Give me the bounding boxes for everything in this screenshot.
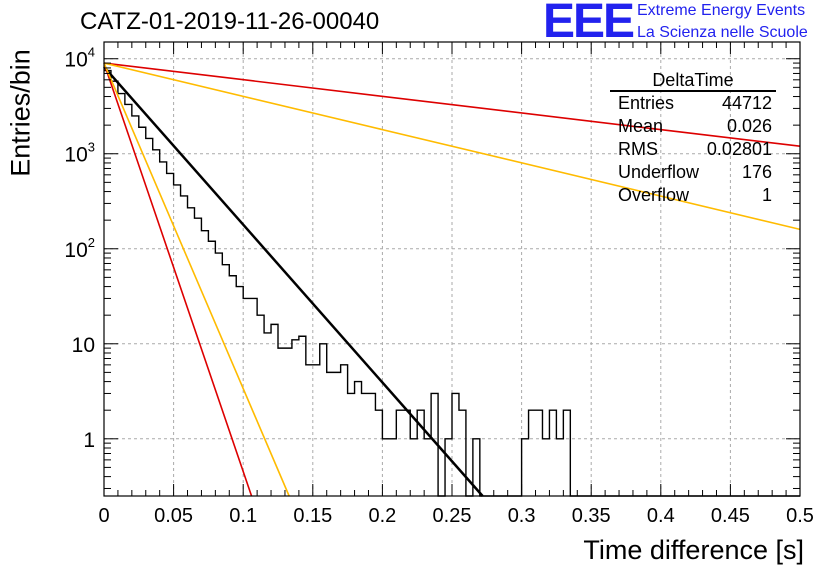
stats-value: 44712 — [721, 93, 772, 113]
logo-subtitle-line1: Extreme Energy Events — [637, 2, 806, 19]
x-tick-label: 0.05 — [154, 505, 193, 527]
y-tick-label: 103 — [64, 140, 95, 167]
fit-curve — [103, 62, 801, 231]
x-tick-label: 0.35 — [572, 505, 611, 527]
fit-curve — [103, 62, 801, 148]
x-tick-label: 0.25 — [433, 505, 472, 527]
eee-logo: EEE — [543, 0, 635, 48]
stats-value: 176 — [741, 162, 772, 182]
stats-label: Mean — [618, 116, 664, 136]
stats-value: 1 — [761, 185, 772, 205]
fit-curve — [103, 66, 484, 497]
stats-row-entries: Entries 44712 — [610, 92, 776, 115]
x-tick-label: 0.1 — [229, 505, 257, 527]
stats-row-mean: Mean 0.026 — [610, 115, 776, 138]
stats-row-rms: RMS 0.02801 — [610, 138, 776, 161]
stats-label: Overflow — [618, 185, 690, 205]
x-tick-label: 0.45 — [711, 505, 750, 527]
stats-row-overflow: Overflow 1 — [610, 184, 776, 207]
stats-row-underflow: Underflow 176 — [610, 161, 776, 184]
fit-curve — [103, 62, 290, 497]
x-tick-label: 0 — [98, 505, 109, 527]
chart-title: CATZ-01-2019-11-26-00040 — [80, 8, 380, 35]
stats-label: Underflow — [618, 162, 700, 182]
y-tick-label: 10 — [72, 334, 95, 357]
x-tick-label: 0.15 — [293, 505, 332, 527]
y-axis-label: Entries/bin — [5, 49, 36, 177]
stats-box: DeltaTime Entries 44712 Mean 0.026 RMS 0… — [610, 67, 776, 207]
y-tick-label: 102 — [64, 235, 95, 262]
y-tick-label: 104 — [64, 45, 95, 72]
x-tick-label: 0.3 — [508, 505, 536, 527]
stats-label: Entries — [618, 93, 675, 113]
y-tick-label: 1 — [83, 429, 95, 452]
x-tick-label: 0.2 — [368, 505, 396, 527]
x-tick-label: 0.4 — [647, 505, 675, 527]
fit-curve — [103, 62, 253, 497]
stats-value: 0.026 — [726, 116, 772, 136]
stats-label: RMS — [618, 139, 658, 159]
stats-value: 0.02801 — [706, 139, 772, 159]
stats-title: DeltaTime — [610, 67, 776, 92]
logo-subtitle-line2: La Scienza nelle Scuole — [637, 24, 808, 41]
x-tick-label: 0.5 — [786, 505, 814, 527]
x-axis-label: Time difference [s] — [583, 535, 804, 565]
